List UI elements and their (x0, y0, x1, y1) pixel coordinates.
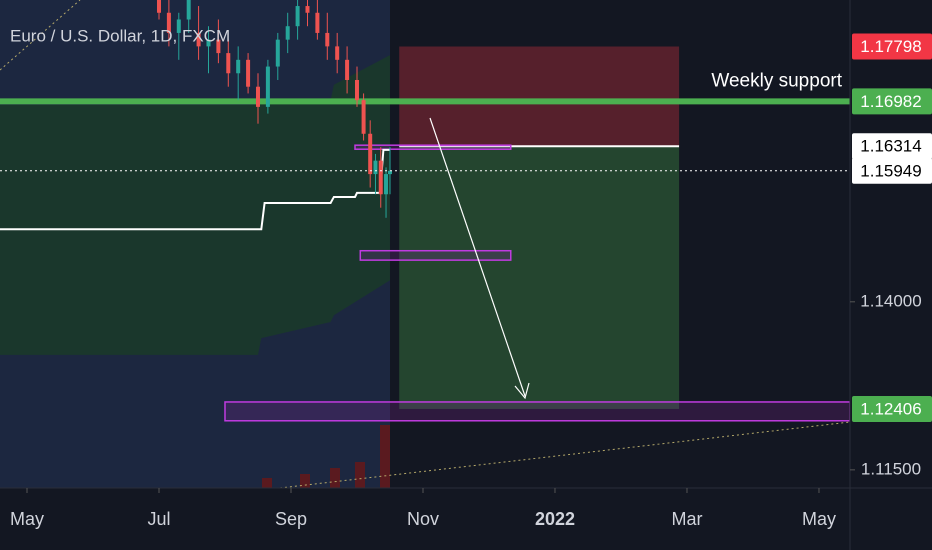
candle-body (156, 0, 161, 13)
candle-body (373, 160, 378, 175)
price-tag-label: 1.12406 (860, 399, 921, 418)
zone (354, 144, 512, 150)
chart-title: Euro / U.S. Dollar, 1D, FXCM (10, 26, 230, 45)
volume-decor (355, 462, 365, 488)
candle-body (361, 100, 366, 134)
y-tick-label: 1.11500 (861, 459, 921, 478)
cloud (0, 55, 390, 355)
candle-body (226, 53, 231, 74)
candle-body (166, 12, 171, 33)
candle-body (206, 39, 211, 47)
candle-body (295, 6, 300, 27)
candle-body (315, 12, 320, 33)
candle-body (186, 0, 191, 20)
volume-decor (300, 474, 310, 488)
price-tag-label: 1.15949 (860, 161, 921, 180)
candle-body (275, 39, 280, 67)
candle-body (368, 133, 373, 175)
candle-body (216, 39, 221, 54)
volume-decor (380, 425, 390, 488)
x-tick-label: Mar (671, 509, 702, 529)
arrow-decor (429, 117, 526, 397)
x-tick-label: 2022 (535, 509, 575, 529)
candle-body (378, 160, 383, 195)
x-tick-label: May (10, 509, 44, 529)
volume-decor (330, 468, 340, 488)
candle-body (265, 66, 270, 107)
price-tag (852, 88, 932, 115)
candle-body (354, 79, 359, 101)
candle-body (176, 19, 181, 33)
support-label: Weekly support (711, 70, 842, 91)
candle-body (335, 46, 340, 60)
volume-decor (262, 478, 272, 488)
x-tick-label: May (802, 509, 836, 529)
trend-decor (279, 421, 850, 488)
price-tag (852, 157, 932, 184)
candle-body (325, 32, 330, 47)
price-tag (852, 33, 932, 60)
zone (224, 401, 850, 422)
zone (359, 249, 512, 261)
candle-body (255, 86, 260, 107)
y-tick-label: 1.14000 (860, 291, 921, 310)
candle-body (196, 32, 201, 47)
candle-body (246, 59, 251, 87)
price-tag-label: 1.16314 (860, 137, 921, 156)
candle-body (236, 59, 241, 74)
candle-body (345, 59, 350, 80)
price-tag (852, 395, 932, 422)
price-tag-label: 1.17798 (860, 37, 921, 56)
price-tag (852, 133, 932, 160)
stop-zone (399, 46, 680, 147)
arrow-head-decor (514, 382, 530, 400)
candle-body (387, 170, 392, 175)
target-zone (399, 146, 680, 409)
x-tick-label: Nov (407, 509, 439, 529)
candle-body (384, 174, 389, 195)
price-tag-label: 1.16982 (860, 92, 921, 111)
candle-body (305, 6, 310, 13)
x-tick-label: Jul (147, 509, 170, 529)
candle-body (285, 26, 290, 40)
x-tick-label: Sep (275, 509, 307, 529)
